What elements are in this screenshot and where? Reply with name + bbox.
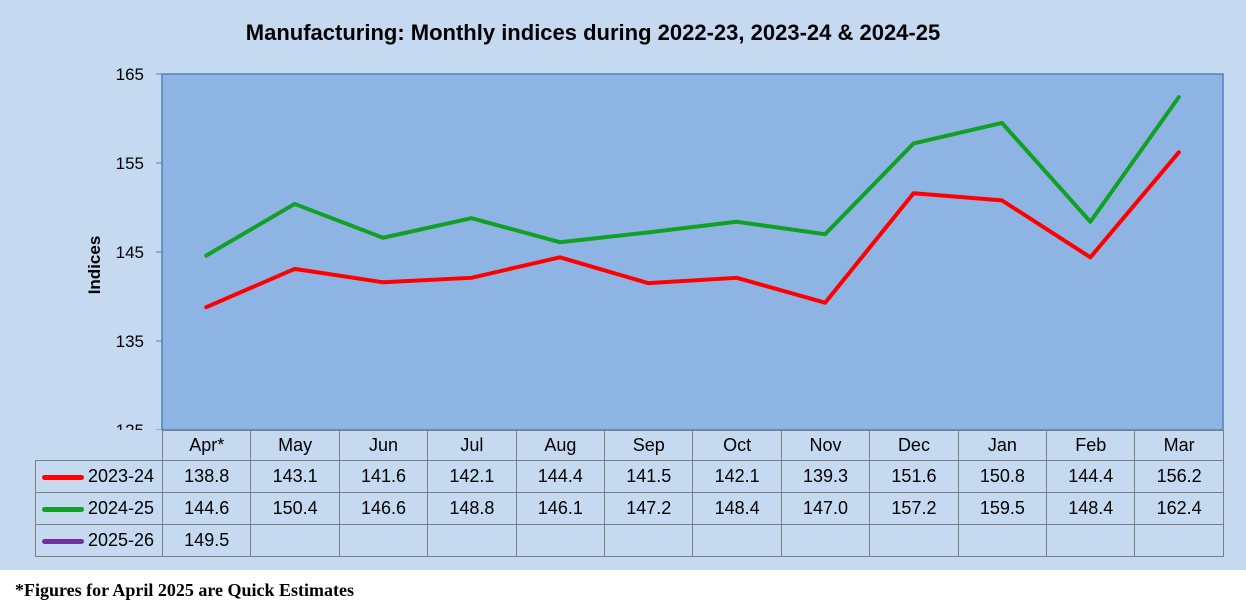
data-label xyxy=(957,524,1048,557)
legend-entry: 2023-24 xyxy=(35,460,163,493)
table-corner xyxy=(35,430,163,461)
data-label xyxy=(869,524,959,557)
x-tick-label: Jun xyxy=(338,430,429,461)
data-label xyxy=(250,524,340,557)
y-tick-label: 125 xyxy=(116,421,144,430)
data-label xyxy=(427,524,517,557)
data-label: 157.2 xyxy=(869,492,959,525)
x-tick-label: Aug xyxy=(515,430,606,461)
data-label xyxy=(1134,524,1224,557)
series-line-2024-25 xyxy=(204,95,1181,258)
series-lines xyxy=(204,95,1181,310)
data-label: 142.1 xyxy=(427,460,517,493)
series-line-2023-24 xyxy=(204,150,1181,310)
data-label: 146.6 xyxy=(338,492,429,525)
legend-entry: 2025-26 xyxy=(35,524,163,557)
x-tick-label: Feb xyxy=(1046,430,1136,461)
table-row: 2023-24 138.8 143.1 141.6 142.1 144.4 141.5 142… xyxy=(35,460,1224,493)
line-chart: 125 135 145 155 165 Indices xyxy=(85,65,1224,430)
legend-swatch xyxy=(42,538,84,544)
data-label xyxy=(692,524,782,557)
chart-title: Manufacturing: Monthly indices during 20… xyxy=(245,20,941,45)
data-label: 159.5 xyxy=(957,492,1048,525)
data-label: 146.1 xyxy=(515,492,606,525)
legend-swatch xyxy=(42,506,84,512)
data-label: 147.2 xyxy=(604,492,694,525)
x-tick-label: Mar xyxy=(1134,430,1224,461)
data-label: 144.6 xyxy=(161,492,252,525)
data-label: 141.5 xyxy=(604,460,694,493)
y-axis-label: Indices xyxy=(85,236,104,295)
data-label: 150.4 xyxy=(250,492,340,525)
table-row: 2024-25 144.6 150.4 146.6 148.8 146.1 147.2 148… xyxy=(35,492,1224,525)
data-label: 144.4 xyxy=(1046,460,1136,493)
data-label xyxy=(515,524,606,557)
data-label: 148.8 xyxy=(427,492,517,525)
data-label: 147.0 xyxy=(780,492,871,525)
x-tick-label: Oct xyxy=(692,430,782,461)
y-tick-label: 135 xyxy=(116,332,144,351)
data-label: 141.6 xyxy=(338,460,429,493)
y-tick-label: 155 xyxy=(116,154,144,173)
data-label: 148.4 xyxy=(1046,492,1136,525)
data-label: 142.1 xyxy=(692,460,782,493)
data-label: 149.5 xyxy=(161,524,252,557)
x-tick-label: Dec xyxy=(869,430,959,461)
legend-swatch xyxy=(42,474,84,480)
table-row: 2025-26 149.5 xyxy=(35,524,1224,557)
y-tick-label: 165 xyxy=(116,65,144,84)
legend-label: 2023-24 xyxy=(88,466,155,486)
chart-area: Manufacturing: Monthly indices during 20… xyxy=(0,0,1246,570)
data-label xyxy=(780,524,871,557)
y-axis: 125 135 145 155 165 xyxy=(116,65,162,430)
data-label xyxy=(338,524,429,557)
x-tick-label: Nov xyxy=(780,430,871,461)
x-tick-label: Sep xyxy=(604,430,694,461)
data-label xyxy=(604,524,694,557)
data-label: 138.8 xyxy=(161,460,252,493)
table-header-row: Apr* May Jun Jul Aug Sep Oct Nov Dec Jan Feb Mar xyxy=(35,430,1224,461)
legend-label: 2024-25 xyxy=(88,498,155,518)
legend-label: 2025-26 xyxy=(88,530,155,550)
data-table: Apr* May Jun Jul Aug Sep Oct Nov Dec Jan Feb Mar 202… xyxy=(35,430,1224,557)
x-tick-label: May xyxy=(250,430,340,461)
data-label xyxy=(1046,524,1136,557)
footnote: *Figures for April 2025 are Quick Estima… xyxy=(15,580,354,600)
legend-entry: 2024-25 xyxy=(35,492,163,525)
data-label: 156.2 xyxy=(1134,460,1224,493)
plot-area xyxy=(161,73,1224,430)
data-label: 139.3 xyxy=(780,460,871,493)
data-label: 150.8 xyxy=(957,460,1048,493)
y-tick-label: 145 xyxy=(116,243,144,262)
x-tick-label: Jul xyxy=(427,430,517,461)
data-label: 151.6 xyxy=(869,460,959,493)
x-tick-label: Jan xyxy=(957,430,1048,461)
x-tick-label: Apr* xyxy=(161,430,252,461)
data-label: 148.4 xyxy=(692,492,782,525)
data-label: 143.1 xyxy=(250,460,340,493)
data-label: 162.4 xyxy=(1134,492,1224,525)
data-label: 144.4 xyxy=(515,460,606,493)
